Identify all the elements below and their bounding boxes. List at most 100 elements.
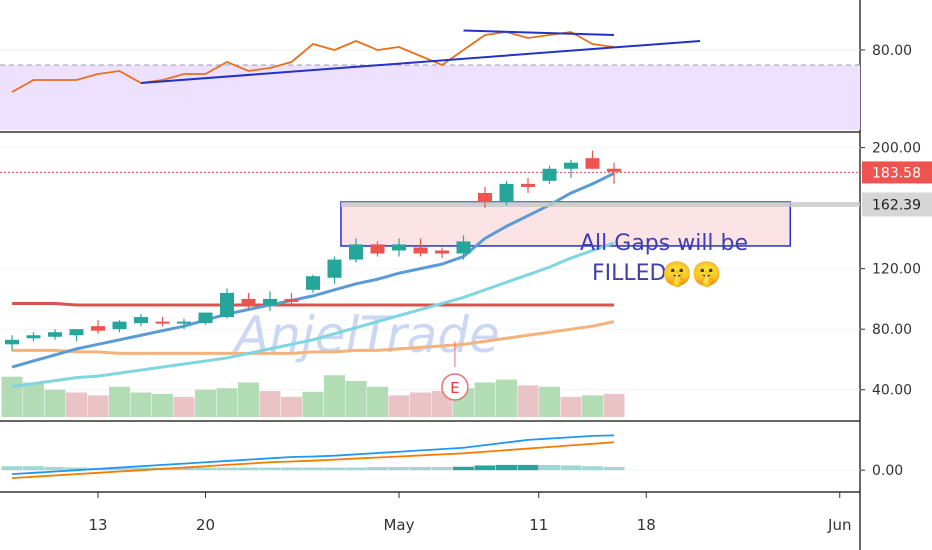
candle[interactable] [241, 292, 256, 308]
macd-histogram-bar [44, 467, 66, 471]
candle[interactable] [499, 180, 514, 206]
candle[interactable] [607, 162, 621, 184]
macd-histogram-bar [410, 467, 431, 471]
time-tick-label: 18 [637, 516, 656, 534]
candle-body [91, 326, 105, 331]
time-tick-label: 13 [88, 516, 107, 534]
volume-bar [259, 391, 281, 417]
candle[interactable] [155, 317, 170, 327]
ma-orange-line [12, 320, 615, 355]
macd-histogram-bar [496, 464, 517, 471]
rsi-oversold-band [0, 65, 860, 130]
candle-body [456, 241, 471, 254]
macd-histogram-bar [582, 466, 603, 471]
candle[interactable] [392, 238, 406, 257]
rsi-trend-line[interactable] [463, 29, 615, 36]
watermark-text: AnjelTrade [232, 306, 500, 364]
price-tick-label: 40.00 [872, 383, 912, 399]
candle-body [478, 192, 492, 203]
macd-histogram-bar [66, 467, 87, 471]
candle-body [26, 335, 41, 339]
candle[interactable] [327, 256, 342, 284]
candle[interactable] [198, 312, 213, 325]
macd-histogram-bar [388, 467, 410, 471]
volume-bar [474, 382, 496, 417]
macd-pane[interactable] [0, 434, 860, 479]
macd-histogram-bar [130, 467, 152, 471]
candle[interactable] [435, 247, 449, 259]
candle-body [48, 332, 62, 337]
volume-bar [539, 386, 560, 417]
volume-bar [281, 396, 302, 417]
gap-box[interactable] [340, 201, 792, 247]
candle-body [349, 244, 363, 260]
candle[interactable] [349, 238, 363, 263]
rsi-tick-label: 80.00 [872, 43, 912, 59]
candle[interactable] [69, 329, 84, 342]
macd-histogram-bar [474, 465, 496, 471]
ma-cyan-line [11, 241, 615, 389]
candle[interactable] [91, 320, 105, 334]
price-axis[interactable]: 80.00 200.00 120.00 80.00 40.00 0.00 183.58 162… [860, 0, 932, 550]
candle[interactable] [370, 241, 385, 257]
candle-body [564, 162, 578, 169]
volume-bar [496, 379, 517, 417]
price-pane[interactable]: AnjelTrade E All Gaps will be FILLED🤫🤫 [0, 147, 860, 417]
candle[interactable] [284, 292, 299, 305]
gap-level-tag[interactable]: 162.39 [862, 192, 932, 217]
candle[interactable] [177, 318, 191, 330]
volume-bar [238, 382, 259, 417]
volume-bar [324, 375, 345, 417]
candle[interactable] [306, 274, 320, 293]
volume-bar [66, 392, 87, 417]
candle[interactable] [521, 177, 535, 193]
time-tick-label: May [383, 516, 414, 534]
volume-bar [173, 396, 195, 417]
last-price-tag[interactable]: 183.58 [862, 161, 932, 184]
volume-bar [216, 388, 238, 417]
candle-body [542, 168, 557, 181]
candle[interactable] [220, 288, 234, 319]
time-tick-label: 20 [196, 516, 215, 534]
candle-body [521, 183, 535, 187]
rsi-trend-line[interactable] [140, 40, 701, 84]
earnings-marker[interactable]: E [441, 341, 469, 401]
candle[interactable] [478, 186, 492, 209]
candle-body [435, 250, 449, 254]
candle[interactable] [263, 291, 277, 312]
rsi-pane[interactable] [0, 29, 860, 131]
volume-bar [388, 395, 410, 417]
rsi-line [11, 31, 615, 93]
candle[interactable] [564, 159, 578, 178]
price-axis-background [861, 0, 932, 550]
macd-histogram-bar [216, 467, 238, 471]
candle-body [5, 339, 19, 345]
macd-histogram-bar [367, 467, 388, 471]
price-tick-label: 80.00 [872, 322, 912, 338]
gap-level-tag-label: 162.39 [872, 197, 921, 213]
candle-body [134, 317, 148, 324]
candle-body [177, 321, 191, 324]
volume-bar [23, 382, 44, 417]
candle[interactable] [134, 314, 148, 327]
candle[interactable] [585, 150, 600, 169]
candle[interactable] [542, 165, 557, 184]
candle-body [306, 276, 320, 290]
candle[interactable] [456, 235, 471, 260]
candle[interactable] [112, 320, 127, 333]
candle-body [413, 247, 428, 254]
macd-histogram-bar [345, 467, 367, 471]
candle-body [585, 158, 600, 169]
candle[interactable] [413, 238, 428, 257]
ma-red-line [12, 301, 614, 307]
candle[interactable] [5, 335, 19, 351]
candle-body [155, 321, 170, 324]
candle-body [284, 298, 299, 302]
candle[interactable] [26, 332, 41, 342]
candle-body [370, 244, 385, 254]
candle[interactable] [48, 329, 62, 340]
volume-bar [517, 385, 539, 417]
macd-histogram-bar [453, 466, 474, 471]
time-axis[interactable]: 13 20 May 11 18 Jun [88, 492, 851, 534]
